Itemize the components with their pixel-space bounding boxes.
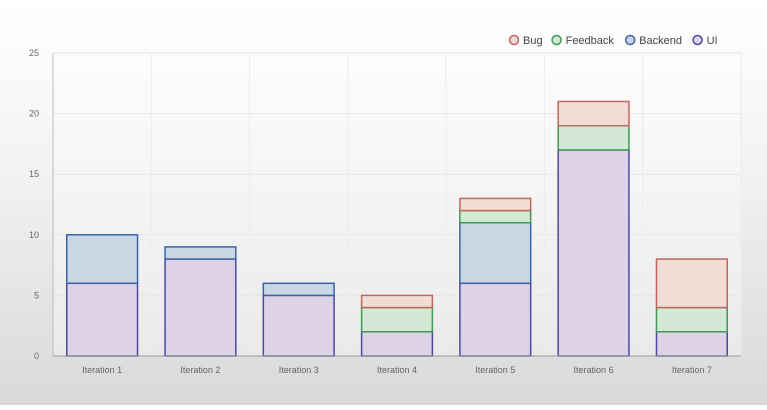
y-tick-label: 10 xyxy=(29,230,39,240)
bar-segment-ui[interactable] xyxy=(164,258,237,357)
bar-segment-backend[interactable] xyxy=(262,282,335,297)
bar-segment-ui[interactable] xyxy=(262,294,335,357)
x-tick-label: Iteration 4 xyxy=(377,365,417,375)
x-tick-label: Iteration 1 xyxy=(82,365,122,375)
grid-lines xyxy=(52,52,742,356)
legend-label: UI xyxy=(707,35,718,47)
axes xyxy=(52,53,741,357)
x-tick-label: Iteration 3 xyxy=(279,365,319,375)
bar-segment-backend[interactable] xyxy=(459,221,532,285)
bar-segment-ui[interactable] xyxy=(360,331,434,357)
x-tick-label: Iteration 6 xyxy=(574,365,614,375)
bar-segment-ui[interactable] xyxy=(557,149,630,357)
bar-segment-backend[interactable] xyxy=(66,234,139,285)
x-tick-label: Iteration 2 xyxy=(180,365,220,375)
y-tick-label: 25 xyxy=(29,48,39,58)
legend-marker xyxy=(551,34,562,46)
legend-label: Backend xyxy=(639,35,682,47)
legend-marker xyxy=(692,34,703,46)
bar-segment-ui[interactable] xyxy=(66,282,139,357)
legend-label: Feedback xyxy=(566,35,615,47)
bar-segment-bug[interactable] xyxy=(459,197,532,212)
legend-item-ui[interactable]: UI xyxy=(692,34,718,47)
legend-item-bug[interactable]: Bug xyxy=(508,34,543,47)
y-tick-label: 5 xyxy=(34,290,39,300)
legend-item-backend[interactable]: Backend xyxy=(624,34,682,47)
bar-segment-feedback[interactable] xyxy=(360,306,434,333)
legend-marker xyxy=(624,34,636,46)
legend-item-feedback[interactable]: Feedback xyxy=(551,34,615,47)
y-axis-tick-labels: 0 5 10 15 20 25 xyxy=(29,48,39,361)
bar-segment-bug[interactable] xyxy=(557,100,630,127)
bar-series-layer xyxy=(66,100,728,357)
legend-marker xyxy=(508,34,520,46)
bar-segment-bug[interactable] xyxy=(655,258,728,309)
bar-segment-feedback[interactable] xyxy=(459,209,532,224)
bar-segment-bug[interactable] xyxy=(360,294,434,309)
x-tick-label: Iteration 5 xyxy=(475,365,515,375)
y-tick-label: 20 xyxy=(29,109,39,119)
bar-segment-ui[interactable] xyxy=(459,282,532,357)
bar-segment-backend[interactable] xyxy=(164,246,237,260)
x-tick-label: Iteration 7 xyxy=(672,365,712,375)
bar-segment-feedback[interactable] xyxy=(557,124,630,151)
y-tick-label: 0 xyxy=(34,351,39,361)
x-axis-tick-labels: Iteration 1 Iteration 2 Iteration 3 Iterati… xyxy=(82,365,712,375)
legend-label: Bug xyxy=(523,35,543,47)
bar-segment-ui[interactable] xyxy=(655,331,728,357)
y-tick-label: 15 xyxy=(29,169,39,179)
bar-segment-feedback[interactable] xyxy=(655,306,728,333)
chart-legend[interactable]: Bug Feedback Backend UI xyxy=(508,34,718,47)
